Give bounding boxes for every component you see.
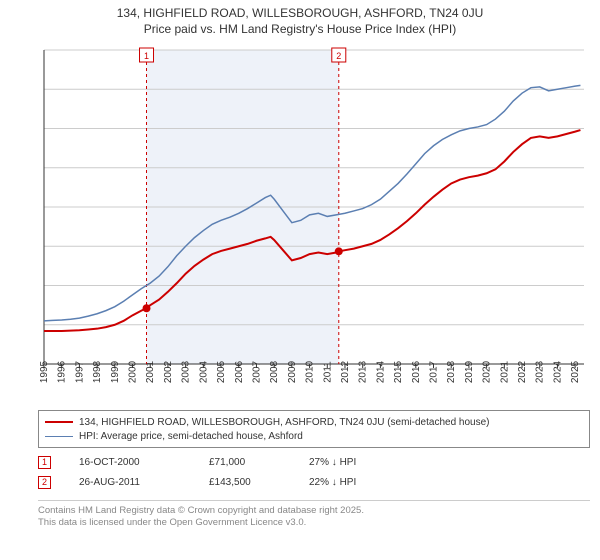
legend-label: 134, HIGHFIELD ROAD, WILLESBOROUGH, ASHF… bbox=[79, 417, 490, 428]
legend-swatch bbox=[45, 421, 73, 423]
legend-label: HPI: Average price, semi-detached house,… bbox=[79, 431, 303, 442]
title-line-2: Price paid vs. HM Land Registry's House … bbox=[0, 22, 600, 38]
chart-area: £0£50K£100K£150K£200K£250K£300K£350K£400… bbox=[38, 44, 590, 402]
sale-row: 1 16-OCT-2000£71,00027% ↓ HPI bbox=[38, 452, 590, 472]
legend-row: HPI: Average price, semi-detached house,… bbox=[45, 429, 583, 443]
title-line-1: 134, HIGHFIELD ROAD, WILLESBOROUGH, ASHF… bbox=[0, 6, 600, 22]
svg-text:1: 1 bbox=[144, 51, 149, 61]
chart-title-block: 134, HIGHFIELD ROAD, WILLESBOROUGH, ASHF… bbox=[0, 0, 600, 37]
legend-swatch bbox=[45, 436, 73, 437]
footer-line-2: This data is licensed under the Open Gov… bbox=[38, 517, 590, 529]
legend-row: 134, HIGHFIELD ROAD, WILLESBOROUGH, ASHF… bbox=[45, 415, 583, 429]
sale-date: 16-OCT-2000 bbox=[79, 457, 209, 468]
sale-hpi-delta: 22% ↓ HPI bbox=[309, 477, 439, 488]
sales-table: 1 16-OCT-2000£71,00027% ↓ HPI 2 26-AUG-2011… bbox=[38, 452, 590, 492]
svg-text:2: 2 bbox=[336, 51, 341, 61]
sale-date: 26-AUG-2011 bbox=[79, 477, 209, 488]
sale-price: £71,000 bbox=[209, 457, 309, 468]
sale-hpi-delta: 27% ↓ HPI bbox=[309, 457, 439, 468]
sale-marker-icon: 1 bbox=[38, 456, 51, 469]
sale-price: £143,500 bbox=[209, 477, 309, 488]
legend: 134, HIGHFIELD ROAD, WILLESBOROUGH, ASHF… bbox=[38, 410, 590, 448]
line-chart: £0£50K£100K£150K£200K£250K£300K£350K£400… bbox=[38, 44, 590, 402]
sale-row: 2 26-AUG-2011£143,50022% ↓ HPI bbox=[38, 472, 590, 492]
footer-attribution: Contains HM Land Registry data © Crown c… bbox=[38, 500, 590, 530]
sale-marker-icon: 2 bbox=[38, 476, 51, 489]
footer-line-1: Contains HM Land Registry data © Crown c… bbox=[38, 505, 590, 517]
